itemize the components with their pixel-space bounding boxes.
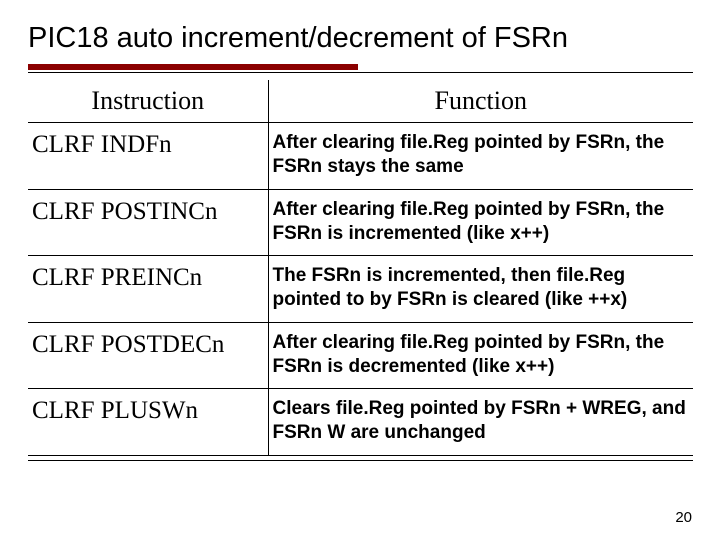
- table-header-row: Instruction Function: [28, 80, 693, 123]
- cell-function: Clears file.Reg pointed by FSRn + WREG, …: [268, 389, 693, 456]
- cell-function: The FSRn is incremented, then file.Reg p…: [268, 256, 693, 323]
- bottom-line: [28, 460, 693, 461]
- cell-function: After clearing file.Reg pointed by FSRn,…: [268, 322, 693, 389]
- title-underline: [28, 64, 692, 74]
- title-underline-thick: [28, 64, 358, 70]
- table-row: CLRF POSTDECn After clearing file.Reg po…: [28, 322, 693, 389]
- title-underline-thin: [28, 72, 693, 73]
- cell-instruction: CLRF INDFn: [28, 123, 268, 190]
- table-row: CLRF PREINCn The FSRn is incremented, th…: [28, 256, 693, 323]
- cell-instruction: CLRF POSTDECn: [28, 322, 268, 389]
- fsr-table: Instruction Function CLRF INDFn After cl…: [28, 80, 693, 456]
- cell-function: After clearing file.Reg pointed by FSRn,…: [268, 189, 693, 256]
- page-title: PIC18 auto increment/decrement of FSRn: [28, 20, 692, 56]
- header-instruction: Instruction: [28, 80, 268, 123]
- table-row: CLRF PLUSWn Clears file.Reg pointed by F…: [28, 389, 693, 456]
- cell-instruction: CLRF PREINCn: [28, 256, 268, 323]
- cell-function: After clearing file.Reg pointed by FSRn,…: [268, 123, 693, 190]
- page-number: 20: [675, 509, 692, 526]
- cell-instruction: CLRF PLUSWn: [28, 389, 268, 456]
- header-function: Function: [268, 80, 693, 123]
- cell-instruction: CLRF POSTINCn: [28, 189, 268, 256]
- table-row: CLRF INDFn After clearing file.Reg point…: [28, 123, 693, 190]
- table-row: CLRF POSTINCn After clearing file.Reg po…: [28, 189, 693, 256]
